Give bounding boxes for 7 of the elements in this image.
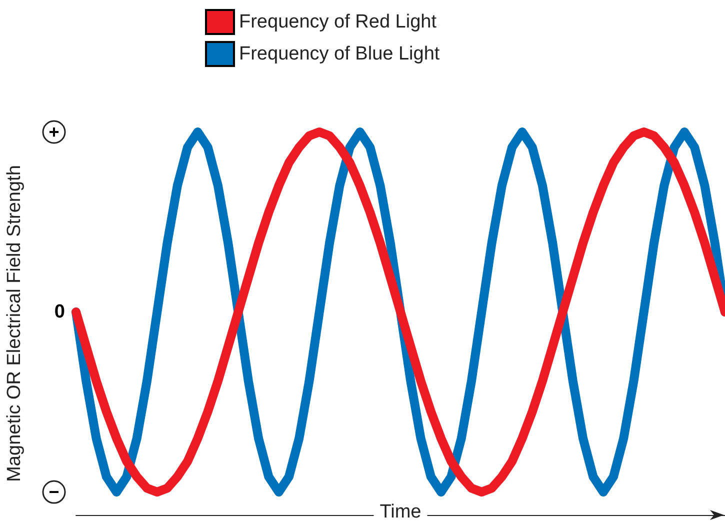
- y-axis-title: Magnetic OR Electrical Field Strength: [4, 165, 25, 482]
- text: +: [48, 122, 60, 142]
- text: −: [48, 482, 60, 502]
- legend-label: Frequency of Red Light: [239, 12, 438, 32]
- text: 0: [54, 302, 65, 323]
- legend-label: Frequency of Blue Light: [239, 44, 440, 64]
- x-axis-title: Time: [380, 502, 422, 522]
